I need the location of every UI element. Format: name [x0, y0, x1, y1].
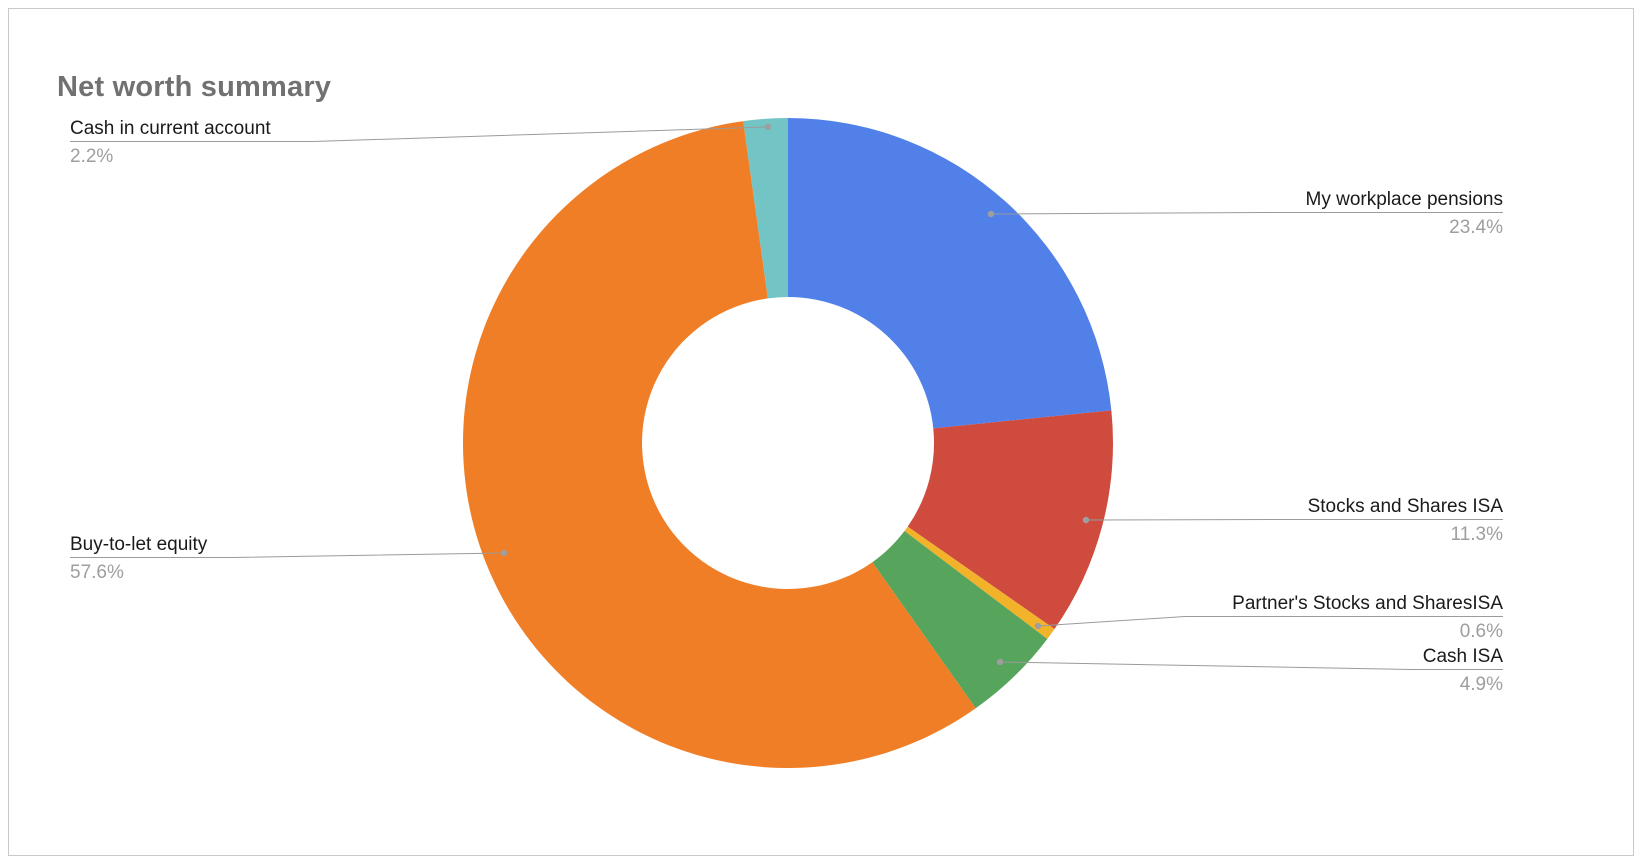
slice-percent: 57.6%: [70, 562, 124, 583]
slice-percent: 0.6%: [1459, 621, 1503, 642]
donut-slice-4[interactable]: [462, 121, 976, 769]
donut-slice-2[interactable]: [904, 526, 1055, 639]
callout-buy-to-let-equity: Buy-to-let equity 57.6%: [70, 533, 207, 585]
anchor-dot-cash-isa: [996, 658, 1004, 666]
leader-cash-isa: [999, 661, 1503, 670]
slice-label: Cash ISA: [1422, 646, 1503, 667]
slice-label: Stocks and Shares ISA: [1307, 496, 1503, 517]
callout-my-workplace-pensions: My workplace pensions 23.4%: [1306, 188, 1503, 240]
anchor-dot-my-workplace-pensions: [987, 210, 995, 218]
donut-slice-1[interactable]: [907, 410, 1114, 630]
slice-label: My workplace pensions: [1305, 189, 1503, 210]
callout-leader-lines: [70, 123, 1503, 670]
anchor-dot-stocks-and-shares-isa: [1082, 516, 1090, 524]
callout-cash-isa: Cash ISA 4.9%: [1423, 645, 1503, 697]
slice-percent: 2.2%: [70, 146, 114, 167]
slice-label: Cash in current account: [70, 118, 271, 139]
slice-percent: 11.3%: [1450, 524, 1503, 545]
callout-partners-stocks-and-shares-isa: Partner's Stocks and SharesISA 0.6%: [1232, 592, 1503, 644]
anchor-dot-buy-to-let-equity: [500, 549, 508, 557]
anchor-dot-partners-stocks-and-shares-isa: [1034, 622, 1042, 630]
leader-cash-in-current-account: [70, 126, 769, 142]
slice-percent: 4.9%: [1459, 674, 1503, 695]
donut-slice-0[interactable]: [788, 118, 1112, 429]
donut-slice-3[interactable]: [872, 531, 1048, 709]
donut-slice-5[interactable]: [743, 118, 788, 299]
leader-stocks-and-shares-isa: [1085, 519, 1503, 521]
chart-title: Net worth summary: [57, 71, 332, 104]
slice-percent: 23.4%: [1449, 217, 1503, 238]
callout-stocks-and-shares-isa: Stocks and Shares ISA 11.3%: [1308, 495, 1503, 547]
slice-label: Partner's Stocks and SharesISA: [1232, 593, 1503, 614]
leader-buy-to-let-equity: [70, 552, 505, 558]
callout-cash-in-current-account: Cash in current account 2.2%: [70, 117, 271, 169]
leader-partners-stocks-and-shares-isa: [1037, 616, 1503, 627]
slice-label: Buy-to-let equity: [70, 534, 208, 555]
anchor-dot-cash-in-current-account: [764, 123, 772, 131]
leader-my-workplace-pensions: [990, 212, 1503, 215]
donut-slices: [462, 118, 1114, 769]
